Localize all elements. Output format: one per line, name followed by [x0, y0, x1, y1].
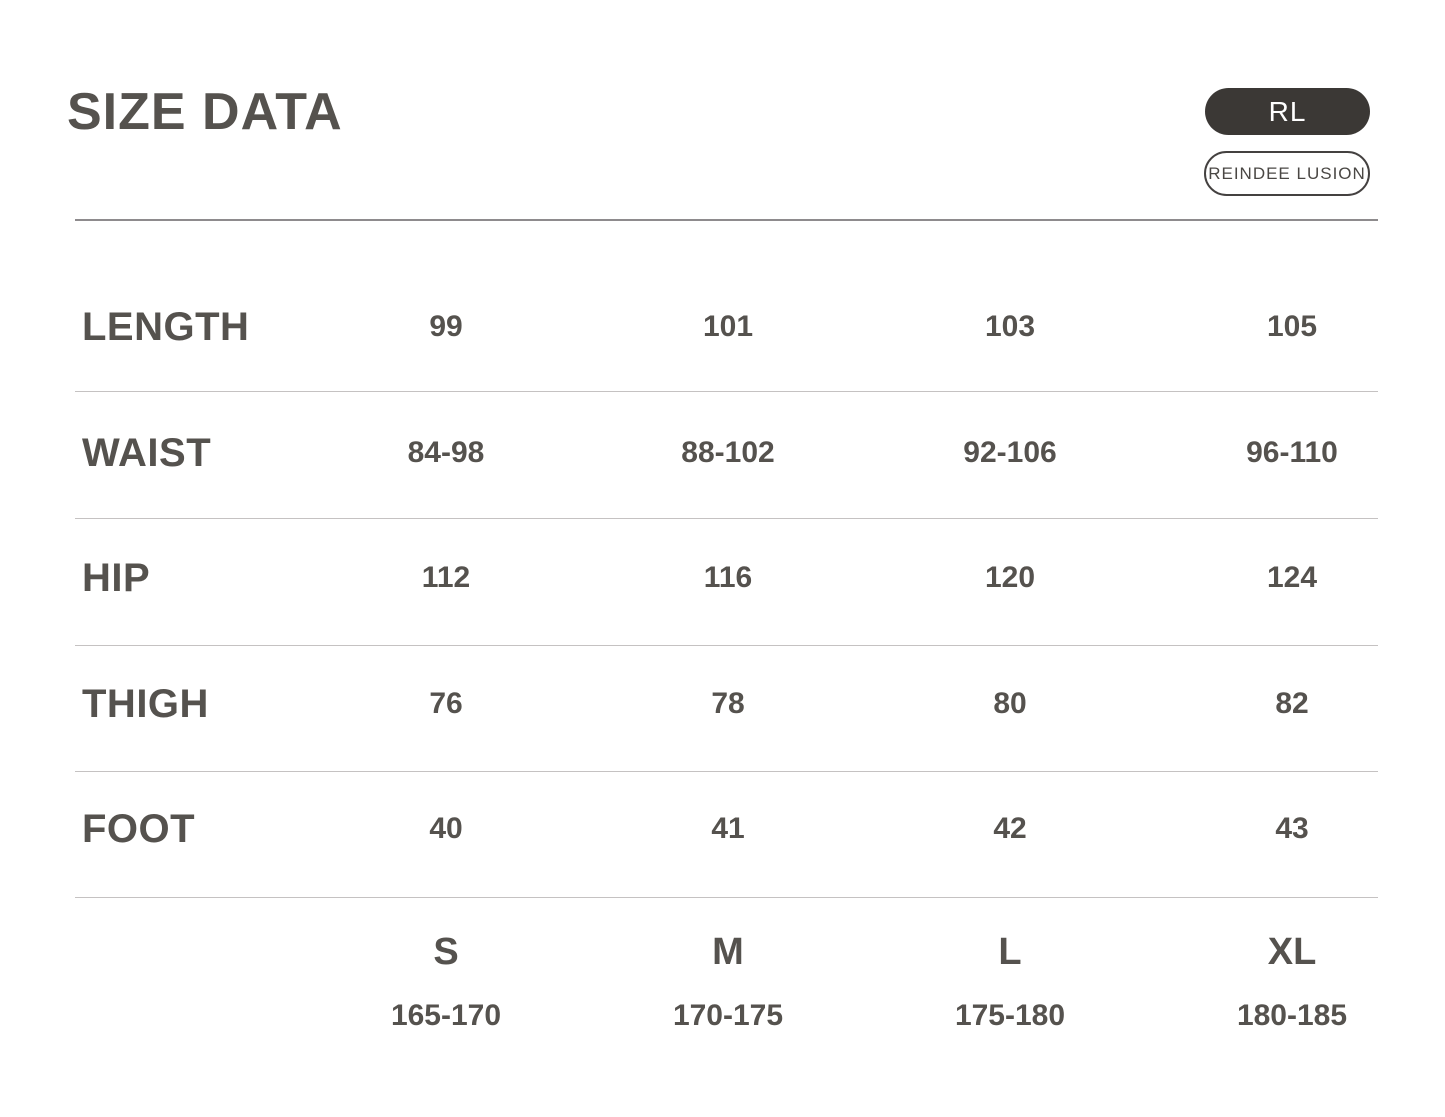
size-header-row: S 165-170 M 170-175 L 175-180 XL 180-185 — [75, 897, 1433, 1117]
row-divider — [75, 645, 1378, 646]
row-label: HIP — [82, 555, 151, 600]
row-label: LENGTH — [82, 304, 250, 349]
size-row-spacer — [75, 897, 305, 1117]
table-row-waist: WAIST 84-98 88-102 92-106 96-110 — [75, 388, 1433, 518]
size-label: S — [433, 931, 459, 973]
size-column-s: S 165-170 — [305, 897, 587, 1117]
height-range: 180-185 — [1236, 999, 1348, 1032]
size-label: XL — [1267, 931, 1317, 973]
table-row-length: LENGTH 99 101 103 105 — [75, 262, 1433, 392]
table-row-foot: FOOT 40 41 42 43 — [75, 764, 1433, 894]
size-label: M — [712, 931, 744, 973]
row-divider — [75, 518, 1378, 519]
row-divider — [75, 771, 1378, 772]
value-cell: 116 — [703, 561, 753, 594]
value-cell: 88-102 — [681, 436, 775, 469]
height-range: 165-170 — [390, 999, 502, 1032]
value-cell: 112 — [421, 561, 471, 594]
value-cell: 101 — [702, 310, 754, 343]
row-label: FOOT — [82, 806, 196, 851]
value-cell: 124 — [1266, 561, 1318, 594]
header-divider — [75, 219, 1378, 221]
value-cell: 84-98 — [407, 436, 485, 469]
height-range: 175-180 — [954, 999, 1066, 1032]
value-cell: 42 — [993, 812, 1027, 845]
value-cell: 41 — [711, 812, 745, 845]
row-divider — [75, 391, 1378, 392]
value-cell: 103 — [984, 310, 1036, 343]
value-cell: 92-106 — [963, 436, 1057, 469]
brand-initials-badge: RL — [1205, 88, 1370, 135]
size-label: L — [998, 931, 1022, 973]
value-cell: 76 — [429, 687, 463, 720]
value-cell: 78 — [711, 687, 745, 720]
brand-badges: RL REINDEE LUSION — [1204, 88, 1370, 196]
size-column-m: M 170-175 — [587, 897, 869, 1117]
table-row-hip: HIP 112 116 120 124 — [75, 513, 1433, 643]
row-label: THIGH — [82, 681, 209, 726]
value-cell: 82 — [1275, 687, 1309, 720]
value-cell: 105 — [1266, 310, 1318, 343]
value-cell: 43 — [1275, 812, 1309, 845]
table-row-thigh: THIGH 76 78 80 82 — [75, 639, 1433, 769]
value-cell: 96-110 — [1246, 436, 1338, 469]
value-cell: 40 — [429, 812, 463, 845]
value-cell: 99 — [429, 310, 463, 343]
brand-name-badge: REINDEE LUSION — [1204, 151, 1370, 196]
row-divider — [75, 897, 1378, 898]
row-label: WAIST — [82, 430, 212, 475]
size-column-xl: XL 180-185 — [1151, 897, 1433, 1117]
height-range: 170-175 — [672, 999, 784, 1032]
value-cell: 120 — [984, 561, 1036, 594]
size-column-l: L 175-180 — [869, 897, 1151, 1117]
value-cell: 80 — [993, 687, 1027, 720]
page-title: SIZE DATA — [67, 83, 343, 141]
